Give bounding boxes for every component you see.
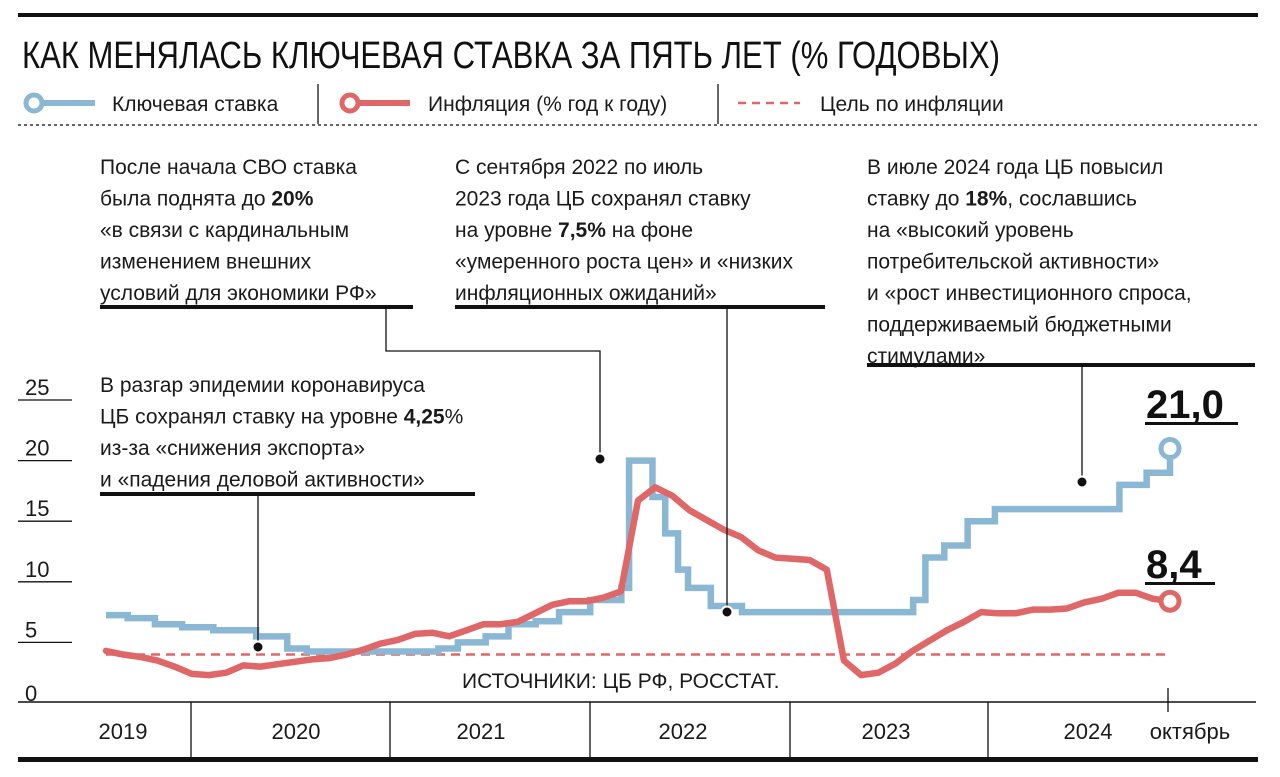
annotation-dot <box>1075 475 1089 489</box>
annotation-line: После начала СВО ставка <box>100 156 357 179</box>
annotation-dot <box>720 605 734 619</box>
legend-marker-key-rate <box>23 92 45 114</box>
annotation-text: В июле 2024 года ЦБ повысил ставку до 18%… <box>867 156 1192 368</box>
annotation-line: , сославшись <box>1007 188 1137 211</box>
annotation-highlight: 18% <box>965 188 1007 211</box>
annotation-line: инфляционных ожиданий» <box>455 282 717 305</box>
legend-item-inflation: Инфляция (% год к году) <box>339 92 667 116</box>
inflation-end-label-underline <box>1145 582 1215 585</box>
annotation-line: ЦБ сохранял ставку на уровне <box>100 406 404 429</box>
x-tick-label: 2023 <box>862 719 911 744</box>
y-tick-label: 10 <box>25 557 49 582</box>
annotation-line: и «рост инвестиционного спроса, <box>867 282 1192 305</box>
x-tick-label: 2019 <box>99 719 148 744</box>
legend-label: Ключевая ставка <box>112 93 279 116</box>
annotation-highlight: 7,5% <box>558 219 606 242</box>
x-tick-label: октябрь <box>1150 719 1230 744</box>
y-tick-label: 20 <box>25 436 49 461</box>
plot-area <box>102 436 1182 679</box>
annotation-line: В разгар эпидемии коронавируса <box>100 374 425 397</box>
y-tick-label: 25 <box>25 375 49 400</box>
annotation-highlight: 4,25 <box>404 406 445 429</box>
annotation-line: была поднята до <box>100 188 271 211</box>
annotation-line: С сентября 2022 по июль <box>455 156 703 179</box>
source-note: ИСТОЧНИКИ: ЦБ РФ, РОССТАТ. <box>462 670 779 693</box>
key-rate-end-label: 21,0 <box>1146 383 1224 427</box>
annotation-text: В разгар эпидемии коронавируса ЦБ сохраня… <box>100 374 463 492</box>
annotation-line: стимулами» <box>867 345 985 368</box>
x-axis: 2019 2020 2021 2022 2023 2024 октябрь <box>18 688 1258 762</box>
annotation-line: изменением внешних <box>100 251 312 274</box>
annotation-dot <box>251 640 265 654</box>
annotation-underline <box>100 492 475 496</box>
annotation-line: В июле 2024 года ЦБ повысил <box>867 156 1163 179</box>
annotation-line: и «падения деловой активности» <box>100 469 425 492</box>
legend-item-key-rate: Ключевая ставка <box>23 92 279 116</box>
annotations: После начала СВО ставка была поднята до 2… <box>100 156 1255 654</box>
y-tick-label: 15 <box>25 496 49 521</box>
annotation-line: потребительской активности» <box>867 251 1159 274</box>
chart-title: КАК МЕНЯЛАСЬ КЛЮЧЕВАЯ СТАВКА ЗА ПЯТЬ ЛЕТ… <box>22 35 1000 77</box>
x-tick-label: 2021 <box>457 719 506 744</box>
legend-item-target: Цель по инфляции <box>738 93 1004 116</box>
annotation-underline <box>100 305 413 309</box>
annotation-highlight: 20% <box>271 188 313 211</box>
annotation-line: % <box>445 406 464 429</box>
annotation-line: поддерживаемый бюджетными <box>867 314 1172 337</box>
annotation-underline <box>455 305 825 309</box>
annotation-line: на «высокий уровень <box>867 219 1074 242</box>
annotation-line: «в связи с кардинальным <box>100 219 349 242</box>
key-rate-end-label-underline <box>1145 422 1238 425</box>
annotation-line: «умеренного роста цен» и «низких <box>455 251 793 274</box>
legend-label: Инфляция (% год к году) <box>428 93 667 116</box>
inflation-end-marker <box>1158 589 1182 613</box>
annotation-line: на уровне <box>455 219 558 242</box>
annotation-dot <box>593 452 607 466</box>
annotation-underline <box>867 363 1255 367</box>
x-tick-label: 2022 <box>659 719 708 744</box>
inflation-line <box>102 484 1174 679</box>
annotation-line: 2023 года ЦБ сохранял ставку <box>455 188 751 211</box>
annotation-text: С сентября 2022 по июль 2023 года ЦБ сохр… <box>455 156 793 305</box>
inflation-end-label: 8,4 <box>1146 543 1202 587</box>
annotation-line: на фоне <box>606 219 693 242</box>
y-tick-label: 0 <box>25 681 37 706</box>
annotation-text: После начала СВО ставка была поднята до 2… <box>100 156 377 305</box>
y-axis: 25 20 15 10 5 0 <box>18 375 72 706</box>
bottom-rule <box>18 757 1258 762</box>
y-tick-label: 5 <box>25 617 37 642</box>
annotation-line: условий для экономики РФ» <box>100 282 377 305</box>
legend-marker-inflation <box>339 92 361 114</box>
annotation-leader <box>385 307 601 459</box>
annotation-line: из-за «снижения экспорта» <box>100 437 365 460</box>
key-rate-end-marker <box>1158 436 1182 460</box>
x-tick-label: 2024 <box>1064 719 1113 744</box>
legend-label: Цель по инфляции <box>820 93 1004 116</box>
legend: Ключевая ставка Инфляция (% год к году) … <box>18 84 1258 126</box>
top-rule <box>18 13 1258 17</box>
x-tick-label: 2020 <box>272 719 321 744</box>
annotation-line: ставку до <box>867 188 965 211</box>
